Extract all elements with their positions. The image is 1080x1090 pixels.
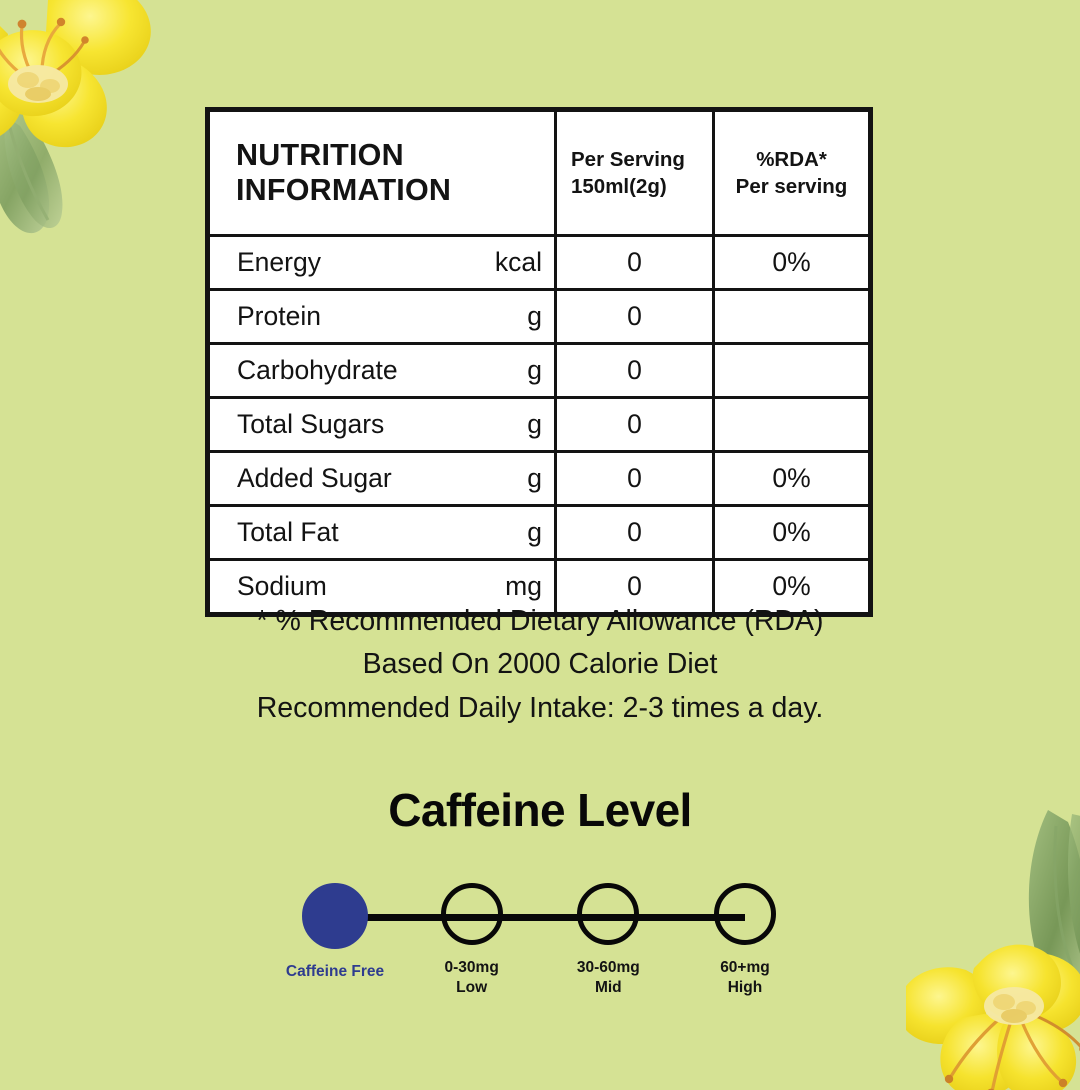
caffeine-level-option-low[interactable]: 0-30mg Low: [427, 883, 517, 998]
nutrient-name: Sodium: [237, 571, 327, 602]
caffeine-level-option-free[interactable]: Caffeine Free: [286, 883, 384, 998]
nutrient-cell: Total Fat g: [206, 504, 557, 561]
nutrient-unit: kcal: [494, 247, 542, 278]
table-row: Total Fat g 0 0%: [206, 504, 872, 561]
table-row: Energy kcal 0 0%: [206, 234, 872, 291]
per-serving-label: Per Serving: [571, 147, 685, 171]
nutrition-information-table: NUTRITION INFORMATION Per Serving 150ml(…: [205, 107, 873, 617]
caffeine-level-option-high[interactable]: 60+mg High: [700, 883, 790, 998]
rda-value: 0%: [712, 450, 872, 507]
nutrient-cell: Protein g: [206, 288, 557, 345]
nutrient-unit: g: [527, 409, 542, 440]
nutrient-unit: g: [527, 355, 542, 386]
caffeine-level-title: Caffeine Level: [388, 784, 692, 836]
nutrient-unit: mg: [505, 571, 542, 602]
caffeine-level-descriptor: Mid: [594, 979, 622, 997]
nutrient-unit: g: [527, 517, 542, 548]
table-row: Total Sugars g 0: [206, 396, 872, 453]
per-serving-size: 150ml(2g): [571, 175, 667, 198]
per-serving-header-cell: Per Serving 150ml(2g): [554, 108, 715, 237]
nutrient-cell: Total Sugars g: [206, 396, 557, 453]
footnote-daily-intake: Recommended Daily Intake: 2-3 times a da…: [256, 691, 824, 724]
rda-value: 0%: [712, 504, 872, 561]
rda-header-cell: %RDA* Per serving: [712, 108, 872, 237]
nutrient-name: Total Fat: [237, 517, 339, 548]
caffeine-level-amount: 0-30mg: [444, 959, 499, 976]
nutrient-cell: Added Sugar g: [206, 450, 557, 507]
table-row: Sodium mg 0 0%: [206, 558, 872, 616]
caffeine-level-scale: Caffeine Free 0-30mg Low 30-60mg Mid: [286, 873, 790, 1003]
caffeine-level-marker: [577, 883, 640, 945]
caffeine-level-amount: 30-60mg: [576, 959, 640, 976]
caffeine-level-descriptor: High: [727, 979, 763, 997]
table-row: Protein g 0: [206, 288, 872, 345]
table-title-line-1: NUTRITION: [236, 137, 404, 172]
nutrient-cell: Sodium mg: [206, 558, 557, 616]
mullein-flower-top-left-icon: [0, 0, 151, 234]
nutrition-information-panel: NUTRITION INFORMATION Per Serving 150ml(…: [205, 107, 873, 617]
rda-label: %RDA*: [756, 147, 827, 171]
rda-value: [712, 342, 872, 399]
caffeine-level-option-mid[interactable]: 30-60mg Mid: [563, 883, 653, 998]
table-header-row: NUTRITION INFORMATION Per Serving 150ml(…: [206, 108, 872, 237]
caffeine-level-marker-selected: [302, 883, 368, 949]
nutrient-name: Total Sugars: [237, 409, 385, 440]
caffeine-level-marker: [713, 883, 776, 945]
caffeine-level-descriptor: Low: [456, 979, 488, 997]
nutrient-name: Carbohydrate: [237, 355, 398, 386]
nutrient-unit: g: [527, 301, 542, 332]
table-title-cell: NUTRITION INFORMATION: [206, 108, 557, 237]
per-serving-value: 0: [554, 558, 715, 616]
rda-value: [712, 396, 872, 453]
caffeine-level-amount: 60+mg: [720, 959, 770, 976]
nutrient-name: Protein: [237, 301, 321, 332]
per-serving-value: 0: [554, 450, 715, 507]
nutrient-name: Added Sugar: [237, 463, 392, 494]
per-serving-value: 0: [554, 396, 715, 453]
nutrient-name: Energy: [237, 247, 321, 278]
table-title-line-2: INFORMATION: [236, 173, 452, 207]
per-serving-value: 0: [554, 234, 715, 291]
caffeine-level-section: Caffeine Level Caffeine Free 0-30mg Low: [0, 787, 1080, 1003]
per-serving-value: 0: [554, 504, 715, 561]
per-serving-value: 0: [554, 342, 715, 399]
rda-value: 0%: [712, 558, 872, 616]
rda-value: [712, 288, 872, 345]
per-serving-value: 0: [554, 288, 715, 345]
footnote-calorie-basis: Based On 2000 Calorie Diet: [362, 648, 718, 681]
nutrient-cell: Carbohydrate g: [206, 342, 557, 399]
nutrient-cell: Energy kcal: [206, 234, 557, 291]
rda-value: 0%: [712, 234, 872, 291]
footnote-rda: * % Recommended Dietary Allowance (RDA): [256, 605, 824, 637]
table-row: Carbohydrate g 0: [206, 342, 872, 399]
caffeine-level-marker: [440, 883, 503, 945]
nutrient-unit: g: [527, 463, 542, 494]
footnotes-block: * % Recommended Dietary Allowance (RDA) …: [0, 600, 1080, 730]
rda-sub-label: Per serving: [735, 175, 848, 198]
caffeine-level-amount: Caffeine Free: [285, 963, 385, 980]
scale-connector-line: [335, 914, 745, 921]
table-row: Added Sugar g 0 0%: [206, 450, 872, 507]
